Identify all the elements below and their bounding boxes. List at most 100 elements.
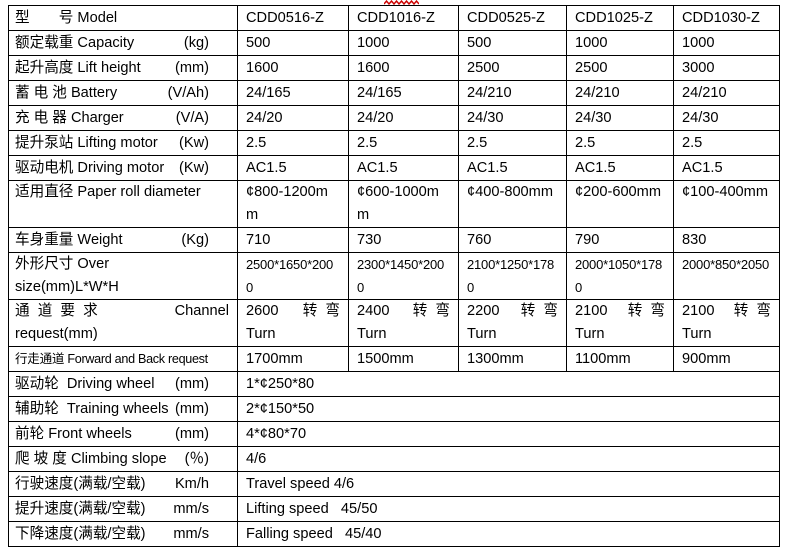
table-row: 蓄 电 池 Battery (V/Ah) 24/165 24/165 24/210 24/… [8, 80, 780, 106]
cell-value: 2000*850*2050 [682, 257, 770, 272]
value-cell: 830 [673, 227, 780, 253]
cell-value: AC1.5 [575, 159, 616, 176]
channel-line1: 2200 转 弯 [467, 301, 558, 324]
cell-value: AC1.5 [246, 159, 287, 176]
row-label-text: 充 电 器 Charger [15, 109, 124, 126]
merged-value-cell: Lifting speed 45/50 [237, 496, 780, 522]
channel-number: 2200 [467, 303, 500, 319]
cell-value: 1000 [357, 34, 390, 51]
table-row: 适用直径 Paper roll diameter ¢800-1200m m ¢600… [8, 180, 780, 228]
cell-value: 760 [467, 231, 492, 248]
table-row: 起升高度 Lift height (mm) 1600 1600 2500 2500 3000 [8, 55, 780, 81]
value-cell: ¢200-600mm [566, 180, 674, 228]
row-label-text: 下降速度(满载/空载) [15, 525, 146, 542]
value-cell: 24/30 [566, 105, 674, 131]
merged-value-cell: Falling speed 45/40 [237, 521, 780, 547]
merged-value-cell: Travel speed 4/6 [237, 471, 780, 497]
cell-value: 1100mm [575, 350, 631, 367]
row-label-text: 提升泵站 Lifting motor [15, 134, 158, 151]
row-label-line: 前轮 Front wheels (mm) [15, 423, 229, 446]
cell-value: ¢600-1000m m [357, 184, 439, 223]
row-label-cell: 行驶速度(满载/空载) Km/h [8, 471, 238, 497]
cell-value: 1300mm [467, 350, 524, 367]
row-label-cell: 蓄 电 池 Battery (V/Ah) [8, 80, 238, 106]
row-label-line: 车身重量 Weight (Kg) [15, 229, 229, 252]
row-label-line: 驱动电机 Driving motor (Kw) [15, 157, 229, 180]
row-label-line: 提升速度(满载/空载) mm/s [15, 498, 229, 521]
row-label-unit: (mm) [174, 425, 209, 442]
row-label-text: 适用直径 Paper roll diameter [15, 184, 201, 200]
row-label-unit: (mm) [174, 375, 209, 392]
model-name: CDD1016-Z [357, 9, 435, 26]
value-cell: AC1.5 [348, 155, 459, 181]
channel-value-cell: 2600 转 弯 Turn [237, 299, 349, 347]
table-row: 驱动电机 Driving motor (Kw) AC1.5 AC1.5 AC1.5 AC1… [8, 155, 780, 181]
value-cell: AC1.5 [566, 155, 674, 181]
value-cell: 2.5 [458, 130, 567, 156]
cell-value: 24/165 [246, 84, 291, 101]
table-row: 辅助轮 Training wheels (mm) 2*¢150*50 [8, 396, 780, 422]
table-row: 车身重量 Weight (Kg) 710 730 760 790 830 [8, 227, 780, 253]
table-row: 驱动轮 Driving wheel (mm) 1*¢250*80 [8, 371, 780, 397]
row-label-unit: (mm) [174, 59, 209, 76]
table-row: 前轮 Front wheels (mm) 4*¢80*70 [8, 421, 780, 447]
value-cell: 3000 [673, 55, 780, 81]
value-cell: 1500mm [348, 346, 459, 372]
channel-line2: Turn [682, 323, 771, 346]
row-label-text: 行走通道 Forward and Back request [15, 351, 208, 366]
cell-value: ¢100-400mm [682, 184, 768, 200]
channel-zh: 转 弯 [520, 303, 558, 319]
channel-line1: 2100 转 弯 [575, 301, 665, 324]
merged-value-cell: 2*¢150*50 [237, 396, 780, 422]
cell-value: 2100*1250*178 0 [467, 257, 555, 295]
row-label-line: 爬 坡 度 Climbing slope (％) [15, 448, 229, 471]
red-squiggle-mark [384, 0, 419, 5]
value-cell: 2.5 [237, 130, 349, 156]
row-label-text: 爬 坡 度 Climbing slope [15, 450, 167, 467]
row-label-cell: 外形尺寸 Over size(mm)L*W*H [8, 252, 238, 300]
row-label-cell: 辅助轮 Training wheels (mm) [8, 396, 238, 422]
row-label-unit: (kg) [183, 34, 209, 51]
value-cell: AC1.5 [458, 155, 567, 181]
cell-value: 710 [246, 231, 271, 248]
channel-line2: Turn [575, 323, 665, 346]
model-name-cell: CDD1016-Z [348, 5, 459, 31]
row-label-text: 辅助轮 Training wheels [15, 400, 169, 417]
value-cell: 1600 [237, 55, 349, 81]
row-label-text: 车身重量 Weight [15, 231, 123, 248]
cell-value: 2.5 [246, 134, 267, 151]
cell-value: 2.5 [682, 134, 703, 151]
row-label-text2: request(mm) [15, 326, 98, 342]
value-cell: 24/30 [458, 105, 567, 131]
table-row: 提升速度(满载/空载) mm/s Lifting speed 45/50 [8, 496, 780, 522]
value-cell: 24/210 [673, 80, 780, 106]
model-name-cell: CDD0525-Z [458, 5, 567, 31]
cell-value: 24/30 [682, 109, 719, 126]
cell-value: ¢400-800mm [467, 184, 553, 200]
row-label-cell: 通 道 要 求 Channel request(mm) [8, 299, 238, 347]
row-label-cell: 爬 坡 度 Climbing slope (％) [8, 446, 238, 472]
channel-turn: Turn [575, 326, 605, 342]
row-label-text: 型 号 Model [15, 9, 118, 26]
cell-value: 1000 [575, 34, 608, 51]
channel-zh: 转 弯 [412, 303, 450, 319]
value-cell: 24/20 [237, 105, 349, 131]
row-label-cell: 提升速度(满载/空载) mm/s [8, 496, 238, 522]
table-row: 行走通道 Forward and Back request 1700mm 1500m… [8, 346, 780, 372]
table-row: 爬 坡 度 Climbing slope (％) 4/6 [8, 446, 780, 472]
table-row: 提升泵站 Lifting motor (Kw) 2.5 2.5 2.5 2.5 2.5 [8, 130, 780, 156]
row-label-unit: (mm) [174, 400, 209, 417]
value-cell: 710 [237, 227, 349, 253]
channel-line2: Turn [246, 323, 340, 346]
row-label-unit: (Kg) [181, 231, 209, 248]
cell-value: 4*¢80*70 [246, 425, 307, 442]
row-label-line: 额定载重 Capacity (kg) [15, 32, 229, 55]
value-cell: ¢800-1200m m [237, 180, 349, 228]
value-cell: AC1.5 [237, 155, 349, 181]
row-label-text: 驱动轮 Driving wheel [15, 375, 155, 392]
cell-value: 730 [357, 231, 382, 248]
row-label-line: 蓄 电 池 Battery (V/Ah) [15, 82, 229, 105]
channel-line1: 2400 转 弯 [357, 301, 450, 324]
value-cell: AC1.5 [673, 155, 780, 181]
value-cell: 24/20 [348, 105, 459, 131]
